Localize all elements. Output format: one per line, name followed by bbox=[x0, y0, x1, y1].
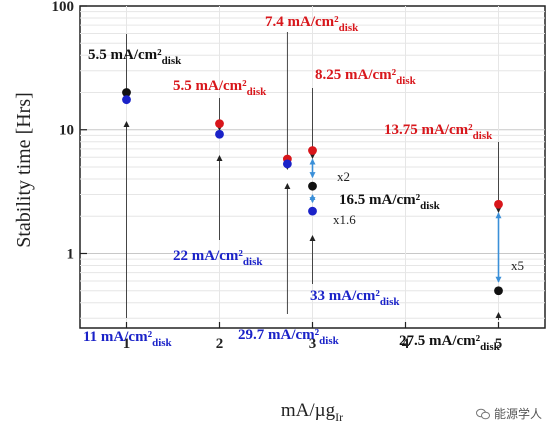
annotation-value: 7.4 mA/cm² bbox=[265, 14, 339, 30]
annotation-label: 8.25 mA/cm²disk bbox=[315, 67, 417, 87]
annotation-label: 16.5 mA/cm²disk bbox=[339, 192, 441, 212]
annotation-subscript: disk bbox=[152, 337, 172, 349]
y-axis-label: Stability time [Hrs] bbox=[13, 92, 35, 248]
watermark-text: 能源学人 bbox=[493, 407, 542, 421]
annotation-label: 11 mA/cm²disk bbox=[83, 329, 173, 349]
annotation-value: 16.5 mA/cm² bbox=[339, 192, 421, 208]
x-tick-label: 1 bbox=[123, 336, 131, 352]
data-point-blue bbox=[122, 95, 131, 105]
annotation-value: 29.7 mA/cm² bbox=[238, 327, 320, 343]
annotation-subscript: disk bbox=[420, 200, 440, 212]
x-tick-label: 2 bbox=[216, 336, 224, 352]
factor-arrows: x2 x1.6 x5 bbox=[309, 158, 524, 283]
data-point-blue bbox=[308, 206, 317, 216]
annotation-subscript: disk bbox=[247, 86, 267, 98]
x-tick-label: 4 bbox=[402, 336, 410, 352]
data-points bbox=[122, 88, 503, 296]
annotation-subscript: disk bbox=[339, 22, 359, 34]
y-tick-label: 10 bbox=[59, 123, 74, 139]
annotation-subscript: disk bbox=[380, 296, 400, 308]
data-point-black bbox=[494, 286, 503, 296]
data-point-blue bbox=[215, 129, 224, 139]
annotation-value: 22 mA/cm² bbox=[173, 248, 243, 264]
annotation-value: 5.5 mA/cm² bbox=[88, 47, 162, 63]
annotation-value: 13.75 mA/cm² bbox=[384, 122, 473, 138]
data-point-red bbox=[215, 119, 224, 129]
annotation-subscript: disk bbox=[473, 130, 493, 142]
annotation-subscript: disk bbox=[243, 256, 263, 268]
annotation-subscript: disk bbox=[319, 335, 339, 347]
annotation-subscript: disk bbox=[396, 75, 416, 87]
annotation-value: 33 mA/cm² bbox=[310, 288, 380, 304]
annotation-label: 29.7 mA/cm²disk bbox=[238, 327, 340, 347]
annotation-label: 13.75 mA/cm²disk bbox=[384, 122, 493, 142]
factor-label: x1.6 bbox=[333, 212, 356, 227]
data-point-blue bbox=[282, 159, 292, 169]
annotation-subscript: disk bbox=[480, 341, 500, 353]
watermark: 能源学人 bbox=[475, 405, 542, 422]
annotation-value: 11 mA/cm² bbox=[83, 329, 153, 345]
data-point-black bbox=[122, 88, 131, 97]
data-point-black bbox=[308, 181, 317, 191]
x-tick-label: 5 bbox=[495, 336, 503, 352]
data-point-red bbox=[494, 199, 503, 209]
annotation-value: 5.5 mA/cm² bbox=[173, 78, 247, 94]
annotation-label: 5.5 mA/cm²disk bbox=[88, 47, 182, 67]
y-tick-label: 100 bbox=[52, 0, 75, 15]
annotation-value: 8.25 mA/cm² bbox=[315, 67, 397, 83]
wechat-icon bbox=[475, 408, 490, 419]
factor-label: x2 bbox=[337, 169, 350, 184]
x-axis-label-sub: Ir bbox=[335, 410, 343, 424]
x-axis-label: mA/µgIr bbox=[281, 400, 343, 424]
annotation-label: 22 mA/cm²disk bbox=[173, 248, 263, 268]
factor-label: x5 bbox=[511, 258, 524, 273]
annotation-subscript: disk bbox=[162, 55, 182, 67]
x-axis-label-main: mA/µg bbox=[281, 400, 336, 421]
annotation-value: 27.5 mA/cm² bbox=[399, 333, 481, 349]
y-tick-label: 1 bbox=[67, 246, 75, 262]
x-tick-label: 3 bbox=[309, 336, 317, 352]
data-point-red bbox=[308, 146, 317, 155]
annotation-label: 5.5 mA/cm²disk bbox=[173, 78, 267, 98]
annotation-label: 27.5 mA/cm²disk bbox=[399, 333, 501, 353]
annotation-label: 33 mA/cm²disk bbox=[310, 288, 400, 308]
annotation-label: 7.4 mA/cm²disk bbox=[265, 14, 359, 34]
axis-ticks: 1 2 3 4 5 1 10 100 bbox=[52, 0, 503, 352]
